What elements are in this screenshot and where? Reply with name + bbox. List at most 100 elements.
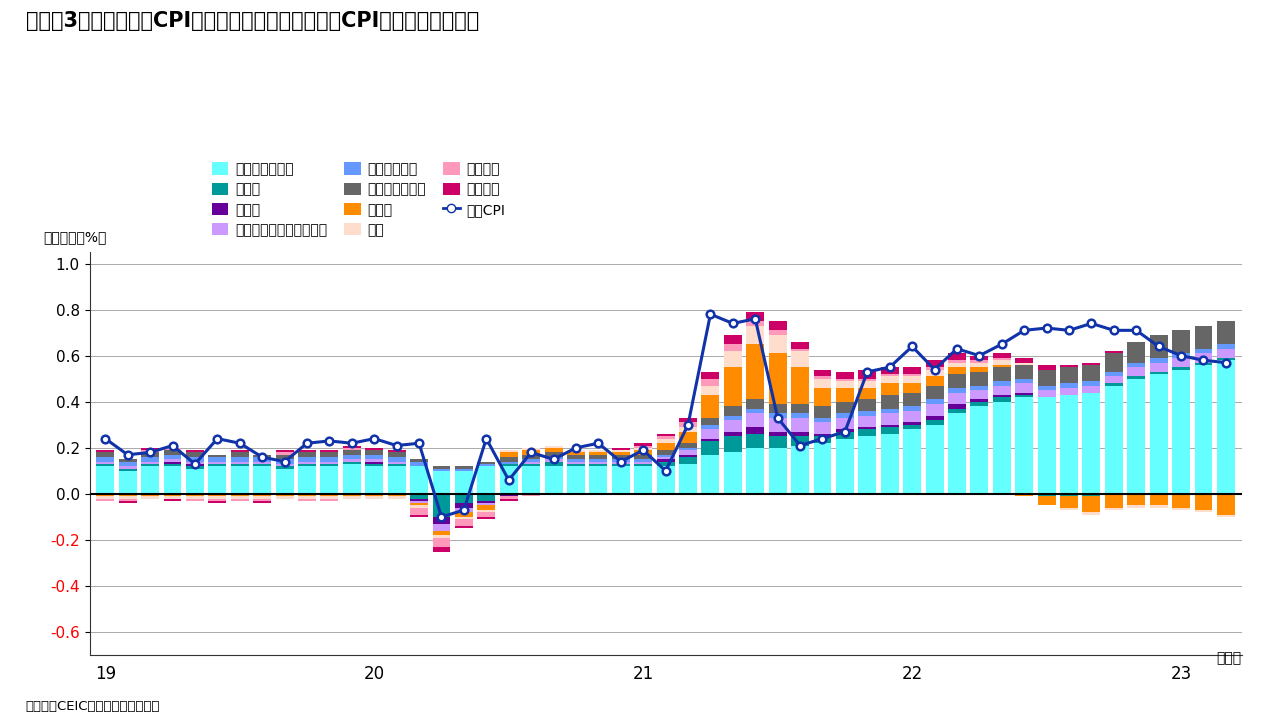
Bar — [320, 450, 338, 452]
Bar — [1105, 351, 1123, 354]
Bar — [881, 434, 899, 494]
Bar — [612, 452, 630, 455]
Bar — [769, 354, 787, 404]
Bar — [993, 386, 1011, 395]
Bar — [925, 425, 943, 494]
Bar — [680, 455, 698, 457]
Bar — [1128, 379, 1146, 494]
Bar — [544, 467, 562, 494]
Bar — [657, 438, 675, 444]
Bar — [522, 467, 540, 494]
Bar — [567, 467, 585, 494]
Bar — [433, 494, 451, 517]
Bar — [859, 436, 877, 494]
Bar — [1105, 386, 1123, 494]
Bar — [275, 459, 293, 464]
Bar — [477, 513, 495, 517]
Bar — [1172, 330, 1190, 354]
Bar — [388, 450, 406, 452]
Bar — [836, 413, 854, 418]
Bar — [454, 471, 472, 494]
Bar — [320, 498, 338, 501]
Bar — [1038, 365, 1056, 369]
Bar — [164, 455, 182, 459]
Bar — [1217, 358, 1235, 360]
Bar — [701, 395, 719, 418]
Bar — [96, 457, 114, 462]
Bar — [657, 450, 675, 455]
Bar — [657, 457, 675, 459]
Bar — [186, 462, 204, 464]
Bar — [701, 386, 719, 395]
Bar — [1015, 358, 1033, 363]
Bar — [567, 452, 585, 455]
Bar — [724, 415, 742, 420]
Bar — [746, 409, 764, 413]
Bar — [634, 446, 652, 448]
Text: （図表3）米国：コアCPI（食品・エネルギーを除くCPI）の前月比伸び率: （図表3）米国：コアCPI（食品・エネルギーを除くCPI）の前月比伸び率 — [26, 11, 479, 31]
Bar — [454, 513, 472, 517]
Bar — [1128, 363, 1146, 367]
Bar — [96, 496, 114, 498]
Bar — [904, 383, 922, 392]
Bar — [701, 379, 719, 386]
Bar — [298, 457, 316, 462]
Bar — [186, 464, 204, 467]
Bar — [298, 464, 316, 467]
Bar — [141, 450, 159, 452]
Bar — [724, 335, 742, 344]
Bar — [499, 462, 517, 464]
Bar — [791, 351, 809, 367]
Bar — [230, 450, 248, 452]
Bar — [186, 496, 204, 498]
Bar — [141, 462, 159, 464]
Bar — [343, 448, 361, 450]
Bar — [522, 459, 540, 462]
Bar — [925, 369, 943, 377]
Bar — [298, 467, 316, 494]
Bar — [680, 418, 698, 423]
Bar — [410, 462, 428, 467]
Bar — [836, 432, 854, 438]
Bar — [970, 390, 988, 400]
Bar — [859, 429, 877, 436]
Bar — [499, 496, 517, 498]
Bar — [657, 462, 675, 467]
Bar — [253, 496, 271, 498]
Bar — [701, 455, 719, 494]
Bar — [970, 367, 988, 372]
Bar — [522, 462, 540, 464]
Bar — [454, 503, 472, 508]
Bar — [612, 455, 630, 459]
Bar — [791, 432, 809, 436]
Bar — [164, 464, 182, 467]
Bar — [791, 418, 809, 432]
Bar — [589, 467, 607, 494]
Bar — [1015, 365, 1033, 379]
Bar — [1128, 367, 1146, 377]
Bar — [589, 464, 607, 467]
Bar — [634, 455, 652, 459]
Bar — [881, 383, 899, 395]
Bar — [119, 467, 137, 469]
Bar — [814, 377, 832, 379]
Bar — [881, 395, 899, 409]
Bar — [388, 462, 406, 464]
Bar — [993, 397, 1011, 402]
Bar — [343, 455, 361, 459]
Bar — [657, 455, 675, 457]
Bar — [1194, 494, 1212, 510]
Bar — [544, 459, 562, 462]
Bar — [925, 360, 943, 367]
Bar — [209, 467, 227, 494]
Bar — [365, 459, 383, 462]
Bar — [230, 496, 248, 498]
Bar — [948, 413, 966, 494]
Bar — [253, 498, 271, 501]
Bar — [1217, 321, 1235, 344]
Bar — [253, 494, 271, 496]
Bar — [1194, 510, 1212, 513]
Bar — [1060, 367, 1078, 383]
Bar — [119, 462, 137, 467]
Bar — [186, 467, 204, 469]
